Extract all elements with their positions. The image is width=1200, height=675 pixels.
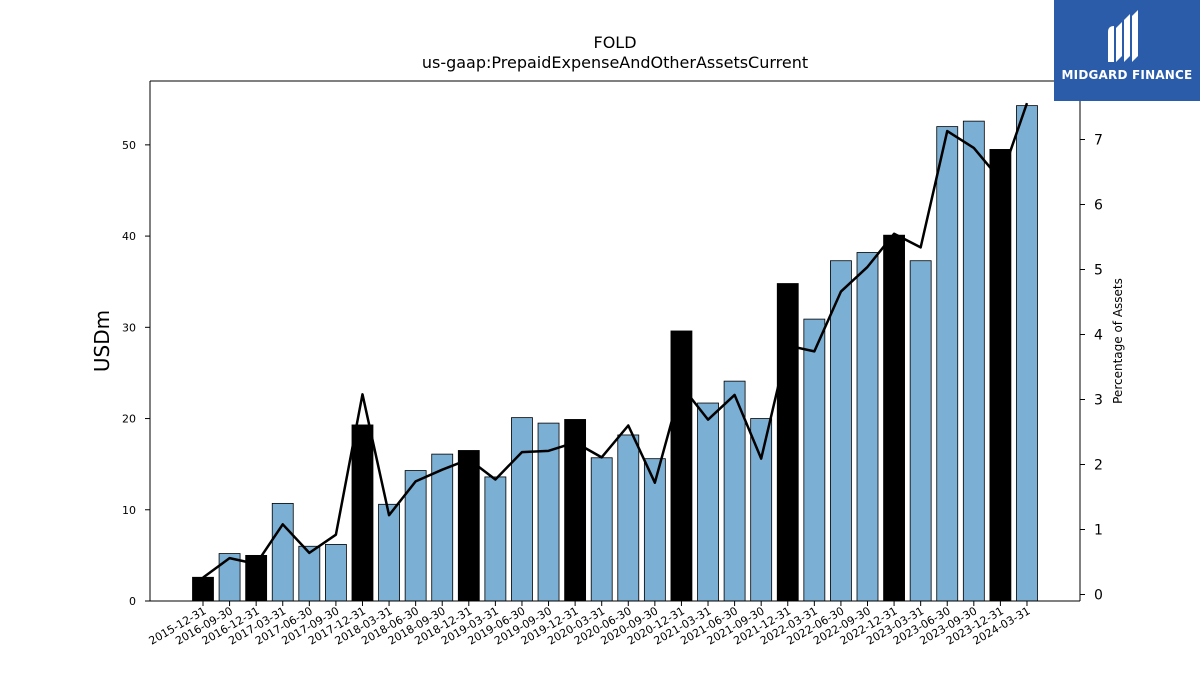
bar-2017-09-30 [324, 544, 347, 602]
logo-text: MIDGARD FINANCE [1061, 68, 1193, 82]
logo-mark-icon [1108, 10, 1138, 62]
bar-group [192, 105, 1038, 602]
y2-tick-label: 1 [1094, 523, 1103, 539]
y-axis-label: USDm [90, 310, 114, 372]
bar-2018-12-31 [457, 450, 480, 602]
y2-tick-label: 5 [1094, 263, 1103, 279]
y2-tick-label: 6 [1094, 198, 1103, 214]
chart-subtitle: us-gaap:PrepaidExpenseAndOtherAssetsCurr… [422, 53, 808, 72]
bar-2022-09-30 [856, 252, 879, 602]
line-group [202, 102, 1029, 579]
brand-logo: MIDGARD FINANCE [1054, 0, 1200, 101]
y-tick-label: 10 [122, 504, 136, 517]
bar-2017-03-31 [271, 502, 294, 602]
y-tick-label: 20 [122, 413, 136, 426]
bar-2023-09-30 [962, 120, 985, 602]
y-tick-label: 0 [129, 595, 136, 608]
y-tick-label: 40 [122, 230, 136, 243]
bar-2018-03-31 [378, 503, 400, 602]
bar-2015-12-31 [192, 576, 214, 602]
bar-2017-12-31 [351, 424, 374, 602]
bar-2020-06-30 [617, 434, 640, 602]
y-tick-label: 30 [122, 321, 136, 334]
bar-2018-09-30 [431, 453, 454, 602]
y2-tick-label: 0 [1094, 588, 1103, 604]
bar-2020-03-31 [590, 457, 613, 602]
bar-2020-12-31 [670, 330, 693, 602]
bar-2021-12-31 [776, 283, 799, 602]
bar-2022-12-31 [883, 234, 905, 602]
bar-2023-12-31 [989, 149, 1012, 602]
bar-2019-03-31 [484, 476, 507, 602]
bar-2017-06-30 [298, 545, 321, 602]
y2-axis-label: Percentage of Assets [1111, 278, 1125, 404]
bar-2024-03-31 [1016, 105, 1038, 602]
bar-2021-03-31 [697, 402, 719, 602]
bar-2023-03-31 [909, 260, 932, 602]
chart-title: FOLD [593, 33, 636, 52]
bar-2023-06-30 [936, 126, 959, 602]
y2-tick-label: 2 [1094, 458, 1103, 474]
y-tick-label: 50 [122, 139, 136, 152]
y2-tick-label: 4 [1094, 328, 1103, 344]
bar-2019-06-30 [511, 417, 533, 602]
y2-tick-label: 3 [1094, 393, 1103, 409]
bar-2021-09-30 [750, 418, 773, 602]
bar-2022-03-31 [803, 318, 826, 602]
pct-of-assets-line [202, 102, 1029, 579]
y2-tick-label: 7 [1094, 133, 1103, 149]
bar-2022-06-30 [830, 260, 852, 602]
